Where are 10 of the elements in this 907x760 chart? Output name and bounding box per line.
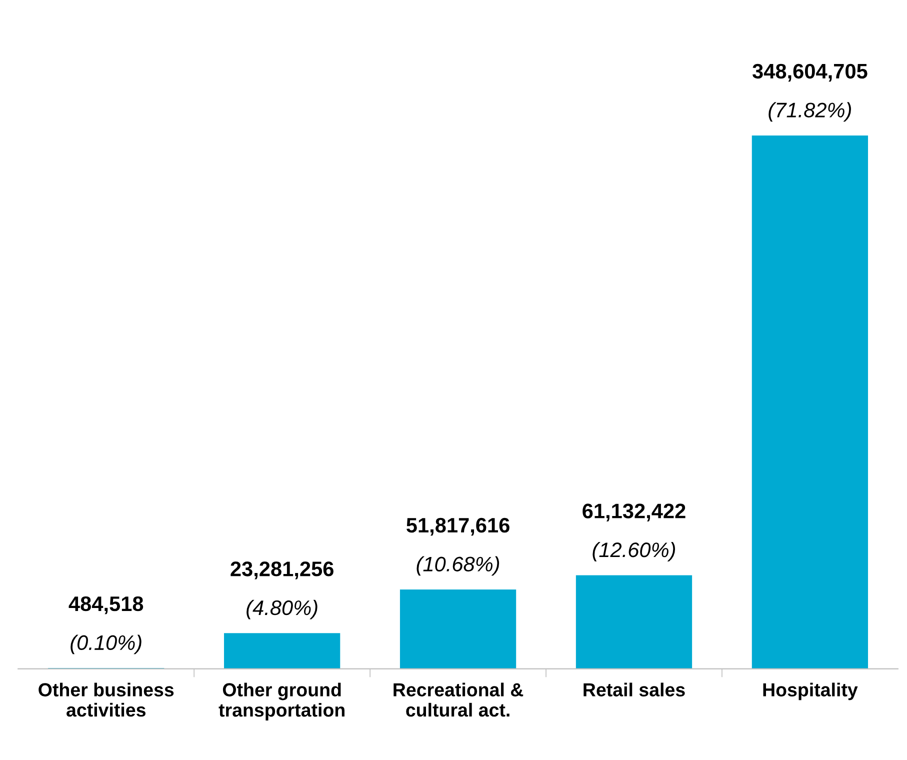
data-label: 484,518 (0.10%) [68, 596, 144, 654]
x-tick-label: Recreational & cultural act. [394, 682, 524, 717]
data-label: 23,281,256 (4.80%) [230, 562, 334, 620]
x-tick-label: Other business activities [38, 682, 174, 717]
x-tick-label: Retail sales [584, 682, 685, 696]
data-label: 51,817,616 (10.68%) [406, 518, 510, 576]
data-label: 348,604,705 (71.82%) [752, 64, 868, 122]
x-tick-label: Other ground transportation [218, 682, 344, 720]
data-label: 61,132,422 (12.60%) [582, 504, 686, 562]
x-tick-label: Hospitality [763, 682, 858, 700]
